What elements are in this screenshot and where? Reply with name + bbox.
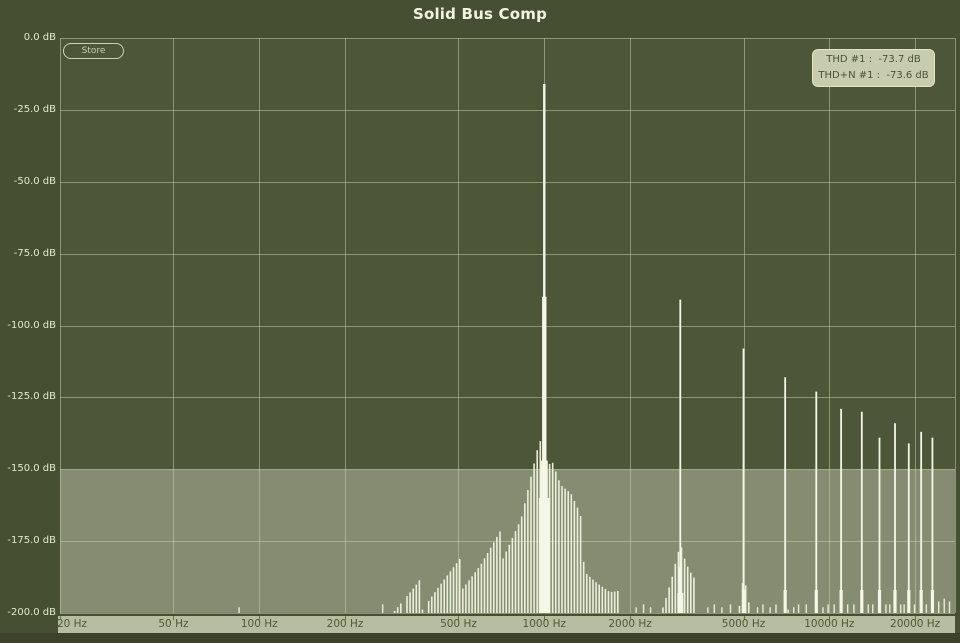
y-tick-label: -150.0 dB [7, 463, 56, 475]
y-tick-label: -50.0 dB [13, 175, 56, 187]
x-tick-label: 10000 Hz [804, 618, 855, 630]
x-tick-mark [544, 616, 546, 620]
y-tick-label: -75.0 dB [13, 247, 56, 259]
thd-plus-n-value: THD+N #1 : -73.6 dB [818, 70, 929, 81]
x-tick-label: 1000 Hz [522, 618, 566, 630]
y-tick-label: -25.0 dB [13, 103, 56, 115]
x-tick-mark [829, 616, 831, 620]
x-tick-mark [743, 616, 745, 620]
x-tick-mark [259, 616, 261, 620]
x-tick-label: 500 Hz [440, 618, 477, 630]
x-tick-mark [60, 616, 61, 620]
y-tick-label: -125.0 dB [7, 391, 56, 403]
x-tick-label: 50 Hz [158, 618, 189, 630]
x-tick-label: 100 Hz [240, 618, 278, 630]
x-tick-label: 5000 Hz [721, 618, 766, 630]
y-axis: 0.0 dB -25.0 dB -50.0 dB -75.0 dB -100.0 dB -… [0, 0, 56, 643]
y-tick-label: -175.0 dB [7, 535, 56, 547]
x-tick-mark [173, 616, 175, 620]
x-tick-label: 2000 Hz [608, 618, 652, 630]
x-tick-mark [345, 616, 347, 620]
thd-value: THD #1 : -73.7 dB [826, 54, 921, 65]
store-button[interactable]: Store [63, 43, 124, 59]
x-tick-mark [458, 616, 460, 620]
x-axis: 20 Hz 50 Hz 100 Hz 200 Hz 500 Hz 1000 Hz 2000 … [56, 616, 955, 633]
y-tick-label: 0.0 dB [23, 32, 56, 43]
x-tick-mark [915, 616, 917, 620]
x-tick-label: 20 Hz [56, 618, 88, 630]
y-tick-label: -100.0 dB [7, 319, 56, 331]
x-tick-label: 20000 Hz [890, 618, 941, 630]
page-title: Solid Bus Comp [412, 5, 548, 23]
thd-readout: THD #1 : -73.7 dB THD+N #1 : -73.6 dB [812, 49, 935, 87]
x-tick-mark [630, 616, 632, 620]
x-tick-label: 200 Hz [326, 618, 364, 630]
y-tick-label: -200.0 dB [7, 607, 56, 618]
